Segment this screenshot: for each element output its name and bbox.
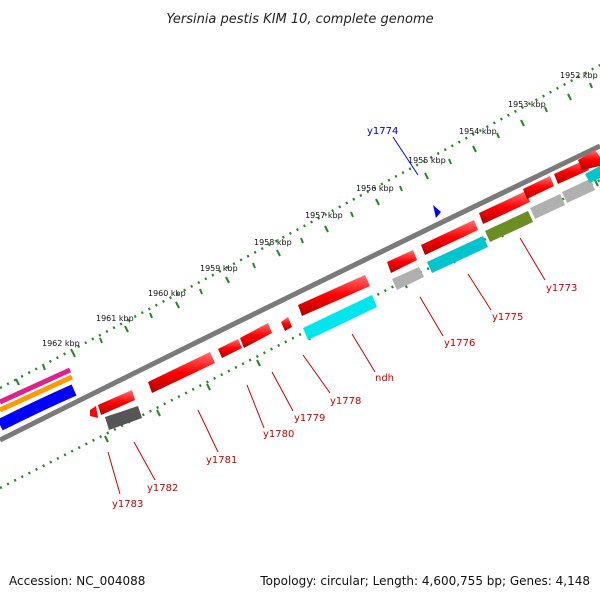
callout-lines [107, 237, 546, 495]
gene-label-ndh: ndh [375, 373, 394, 384]
inner-track [0, 178, 600, 490]
gene-label-y1781: y1781 [206, 455, 237, 466]
kbp-label-1960: 1960 kbp [148, 289, 186, 298]
callout-line [392, 136, 419, 176]
kbp-label-1952: 1952 kbp [560, 71, 598, 80]
kbp-label-1955: 1955 kbp [408, 156, 446, 165]
scale-track [0, 63, 600, 390]
gene-block [148, 352, 215, 393]
scale-ticks [15, 82, 593, 386]
gene-block [479, 191, 530, 224]
feature-block [303, 295, 377, 340]
gene-block [218, 339, 242, 358]
gene-label-y1780: y1780 [263, 429, 294, 440]
gene-block [387, 250, 417, 273]
feature-block [485, 211, 533, 242]
kbp-label-1957: 1957 kbp [305, 211, 343, 220]
gene-label-y1779: y1779 [294, 413, 325, 424]
gene-label-y1778: y1778 [330, 396, 361, 407]
feature-block [105, 406, 142, 430]
scale-labels: 1952 kbp 1953 kbp 1954 kbp 1955 kbp 1956… [42, 71, 598, 348]
feature-block [427, 236, 488, 273]
map-title: Yersinia pestis KIM 10, complete genome [166, 12, 433, 27]
gene-label-y1776: y1776 [444, 338, 475, 349]
kbp-label-1954: 1954 kbp [459, 127, 497, 136]
gene-marker-arrow [433, 205, 441, 218]
kbp-label-1953: 1953 kbp [508, 100, 546, 109]
gene-block [240, 323, 272, 348]
gene-block [421, 220, 478, 255]
feature-block [585, 166, 600, 183]
gene-block [98, 390, 135, 415]
kbp-label-1958: 1958 kbp [254, 238, 292, 247]
left-feature-arcs [0, 367, 77, 431]
gene-label-y1774: y1774 [367, 126, 398, 137]
kbp-label-1961: 1961 kbp [96, 314, 134, 323]
gene-block [90, 406, 98, 418]
gene-label-y1773: y1773 [546, 283, 577, 294]
kbp-label-1962: 1962 kbp [42, 339, 80, 348]
gene-label-y1775: y1775 [492, 312, 523, 323]
gene-block [523, 176, 554, 199]
gene-block [554, 160, 589, 184]
gene-label-y1783: y1783 [112, 499, 143, 510]
kbp-label-1959: 1959 kbp [200, 264, 238, 273]
feature-block [530, 194, 565, 219]
lower-feature-blocks [105, 166, 600, 430]
feature-block [562, 179, 595, 203]
gene-label-y1782: y1782 [147, 483, 178, 494]
gene-labels: y1773 y1775 y1776 ndh y1778 y1779 y1780 … [112, 283, 577, 510]
kbp-label-1956: 1956 kbp [356, 184, 394, 193]
genome-backbone [0, 143, 600, 443]
feature-block [392, 267, 424, 290]
gene-block [298, 275, 370, 316]
genome-summary-text: Topology: circular; Length: 4,600,755 bp… [260, 574, 590, 588]
gene-block [578, 150, 600, 170]
gene-blocks [90, 150, 600, 418]
accession-text: Accession: NC_004088 [9, 574, 146, 588]
gene-block [281, 317, 292, 331]
